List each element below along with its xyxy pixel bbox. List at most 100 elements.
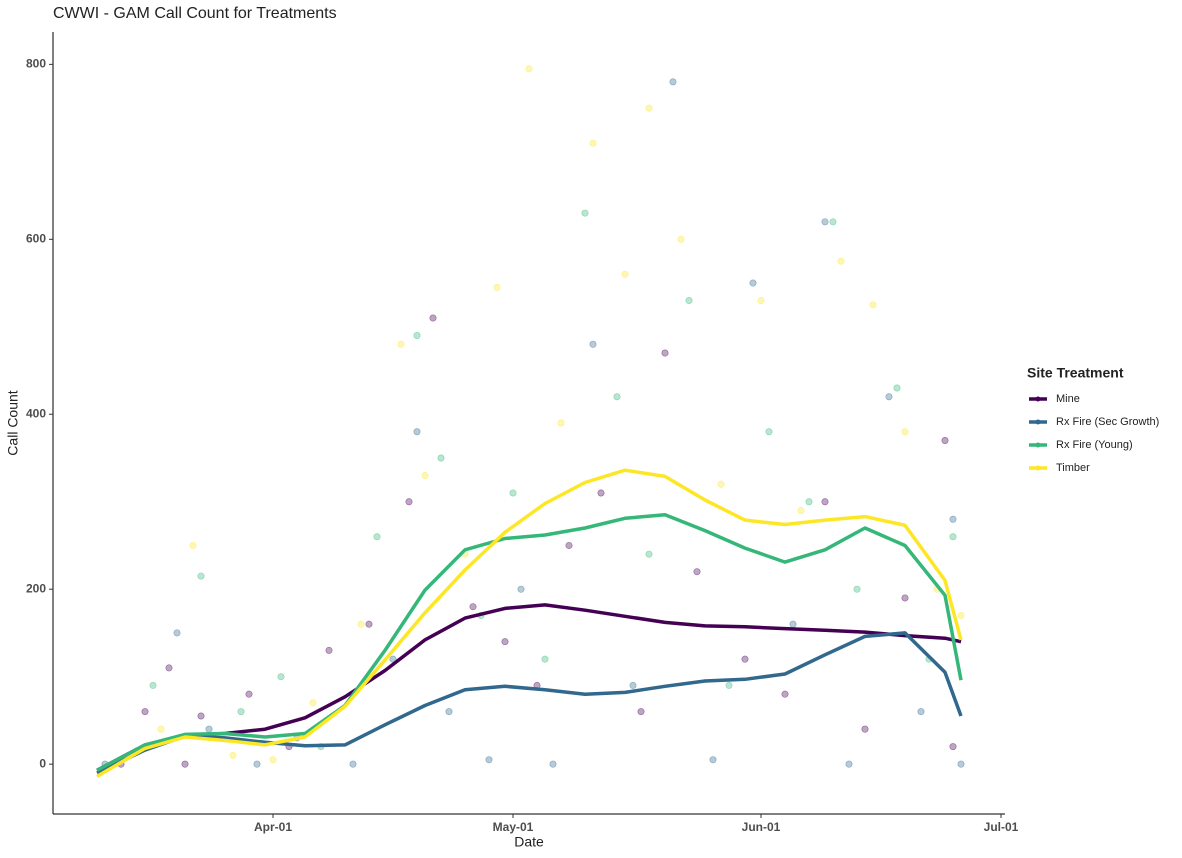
point [893, 384, 901, 392]
point [501, 638, 509, 646]
point [165, 664, 173, 672]
point [269, 756, 277, 764]
point [645, 104, 653, 112]
point [413, 332, 421, 340]
fit-line [96, 513, 963, 772]
point [565, 541, 573, 549]
point [581, 209, 589, 217]
x-tick-label: May-01 [493, 820, 534, 834]
point [757, 297, 765, 305]
point [869, 301, 877, 309]
point [557, 419, 565, 427]
point [837, 257, 845, 265]
point [645, 550, 653, 558]
y-tick-label: 800 [26, 57, 46, 71]
point [669, 78, 677, 86]
point [229, 751, 237, 759]
fit-line [96, 603, 962, 772]
point [725, 681, 733, 689]
point [173, 629, 181, 637]
legend-label: Mine [1056, 393, 1080, 405]
point [957, 611, 965, 619]
point [373, 533, 381, 541]
x-tick-label: Apr-01 [254, 820, 292, 834]
point [709, 756, 717, 764]
point [365, 620, 373, 628]
point [621, 270, 629, 278]
point [789, 620, 797, 628]
point [189, 541, 197, 549]
point [149, 681, 157, 689]
point [885, 393, 893, 401]
point [325, 646, 333, 654]
legend-swatch-point [1035, 465, 1041, 471]
point [901, 594, 909, 602]
point [957, 760, 965, 768]
legend-title: Site Treatment [1027, 365, 1124, 381]
point [205, 725, 213, 733]
y-tick-label: 0 [39, 756, 46, 770]
chart-title: CWWI - GAM Call Count for Treatments [53, 5, 337, 22]
point [589, 139, 597, 147]
x-tick-label: Jul-01 [984, 820, 1019, 834]
x-tick-label: Jun-01 [742, 820, 781, 834]
point [413, 428, 421, 436]
legend-label: Rx Fire (Young) [1056, 439, 1133, 451]
point [589, 340, 597, 348]
point [357, 620, 365, 628]
point [181, 760, 189, 768]
point [445, 708, 453, 716]
point [245, 690, 253, 698]
point [157, 725, 165, 733]
point [917, 708, 925, 716]
point [509, 489, 517, 497]
point [821, 218, 829, 226]
point [861, 725, 869, 733]
x-axis-label: Date [514, 834, 544, 850]
point [853, 585, 861, 593]
legend-label: Timber [1056, 462, 1090, 474]
point [429, 314, 437, 322]
point [349, 760, 357, 768]
point [741, 655, 749, 663]
point [693, 568, 701, 576]
point [629, 681, 637, 689]
point [949, 533, 957, 541]
point [805, 498, 813, 506]
point [517, 585, 525, 593]
point [677, 235, 685, 243]
point [821, 498, 829, 506]
point [197, 712, 205, 720]
point [277, 673, 285, 681]
legend-label: Rx Fire (Sec Growth) [1056, 416, 1159, 428]
point [829, 218, 837, 226]
y-tick-label: 200 [26, 581, 46, 595]
y-axis-label: Call Count [5, 390, 21, 455]
legend-swatch-point [1035, 419, 1041, 425]
legend-swatch-point [1035, 442, 1041, 448]
point [525, 65, 533, 73]
point [421, 471, 429, 479]
point [797, 506, 805, 514]
point [469, 603, 477, 611]
point [661, 349, 669, 357]
point [845, 760, 853, 768]
point [949, 743, 957, 751]
point [549, 760, 557, 768]
point [637, 708, 645, 716]
point [613, 393, 621, 401]
point [397, 340, 405, 348]
point [253, 760, 261, 768]
point [781, 690, 789, 698]
point [717, 480, 725, 488]
point [749, 279, 757, 287]
point [541, 655, 549, 663]
point [485, 756, 493, 764]
point [765, 428, 773, 436]
legend-swatch-point [1035, 396, 1041, 402]
point [493, 283, 501, 291]
point [437, 454, 445, 462]
fit-line [96, 468, 963, 778]
point [949, 515, 957, 523]
